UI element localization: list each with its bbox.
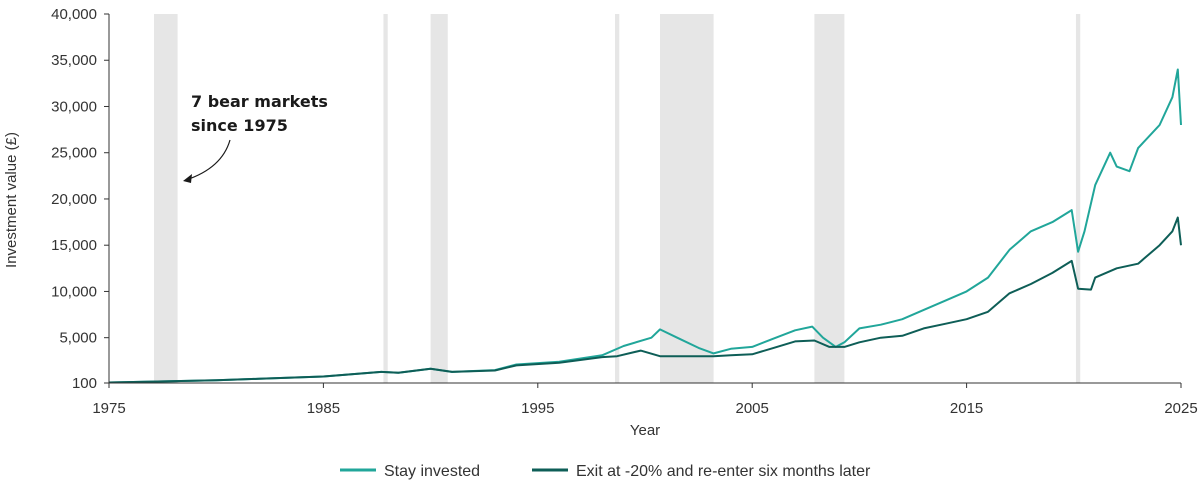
legend-label-exit: Exit at -20% and re-enter six months lat… [576, 463, 871, 480]
annotation-line-1: 7 bear markets [191, 92, 328, 111]
axes [108, 14, 1181, 384]
x-axis-title: Year [630, 422, 660, 439]
bear-market-band-2 [383, 14, 388, 383]
bear-market-band-6 [814, 14, 845, 383]
annotation-line-2: since 1975 [191, 116, 288, 135]
bear-market-band-7 [1075, 14, 1081, 383]
annotation-arrow [185, 139, 231, 181]
bear-market-bands [154, 14, 1081, 383]
bear-market-annotation: 7 bear markets since 1975 [183, 92, 328, 183]
legend: Stay invested Exit at -20% and re-enter … [340, 463, 871, 480]
y-tick-label: 25,000 [51, 145, 97, 162]
y-tick-label: 20,000 [51, 191, 97, 208]
y-tick-label: 40,000 [51, 6, 97, 23]
y-tick-label: 30,000 [51, 98, 97, 115]
bear-market-band-5 [660, 14, 714, 383]
y-tick-label: 5,000 [59, 330, 97, 347]
bear-market-band-1 [154, 14, 178, 383]
x-tick-label: 1985 [307, 400, 340, 417]
series-line-2 [108, 216, 1182, 384]
x-ticks: 1975 1985 1995 2005 2015 2025 [92, 383, 1198, 417]
x-tick-label: 2005 [736, 400, 769, 417]
x-tick-label: 1975 [92, 400, 125, 417]
y-ticks: 100 5,000 10,000 15,000 20,000 25,000 30,000 35… [51, 6, 109, 392]
y-tick-label: 100 [72, 375, 97, 392]
y-axis-title: Investment value (£) [3, 132, 20, 268]
y-tick-label: 35,000 [51, 52, 97, 69]
y-tick-label: 10,000 [51, 283, 97, 300]
x-tick-label: 2025 [1164, 400, 1197, 417]
y-tick-label: 15,000 [51, 237, 97, 254]
bear-market-band-3 [430, 14, 448, 383]
bear-market-band-4 [614, 14, 620, 383]
legend-label-stay-invested: Stay invested [384, 463, 480, 480]
x-tick-label: 2015 [950, 400, 983, 417]
annotation-arrowhead [183, 174, 192, 183]
x-tick-label: 1995 [521, 400, 554, 417]
series-lines [108, 68, 1182, 384]
